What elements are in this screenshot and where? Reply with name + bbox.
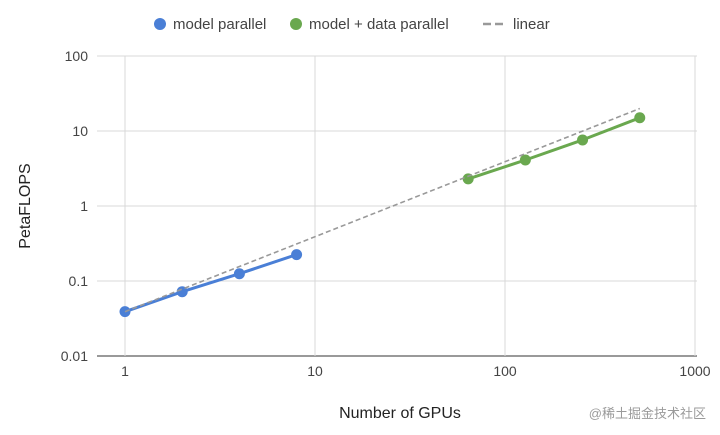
legend-label: model + data parallel <box>309 16 449 33</box>
data-point <box>577 134 589 146</box>
legend-swatch-dot <box>154 18 166 30</box>
x-axis-title: Number of GPUs <box>339 405 461 422</box>
data-point <box>291 249 303 261</box>
y-tick-label: 0.1 <box>69 273 89 289</box>
x-tick-label: 1000 <box>679 363 710 379</box>
y-tick-label: 0.01 <box>61 348 88 364</box>
data-point <box>462 173 474 185</box>
legend: model parallel model + data parallel linea… <box>154 16 550 33</box>
legend-item: model parallel <box>154 16 266 33</box>
y-tick-label: 1 <box>80 198 88 214</box>
data-point <box>519 154 531 166</box>
x-tick-label: 1 <box>121 363 129 379</box>
x-tick-label: 10 <box>307 363 323 379</box>
watermark: @稀土掘金技术社区 <box>589 406 706 421</box>
legend-label: linear <box>513 16 550 33</box>
grid <box>97 55 697 357</box>
axes: 0.01 0.1 1 10 100 1 10 100 1000 <box>61 48 711 379</box>
y-axis-title: PetaFLOPS <box>17 163 34 248</box>
series-line-1 <box>467 116 641 181</box>
x-tick-label: 100 <box>493 363 517 379</box>
legend-item: model + data parallel <box>290 16 449 33</box>
series-line-0 <box>124 253 298 314</box>
data-point <box>634 112 646 124</box>
y-tick-label: 100 <box>65 48 89 64</box>
data-point <box>176 286 188 298</box>
series-line-linear <box>124 107 641 313</box>
legend-label: model parallel <box>173 16 266 33</box>
plot-area <box>119 107 646 318</box>
legend-swatch-dot <box>290 18 302 30</box>
y-tick-label: 10 <box>72 123 88 139</box>
legend-item: linear <box>483 16 550 33</box>
data-point <box>233 268 245 280</box>
